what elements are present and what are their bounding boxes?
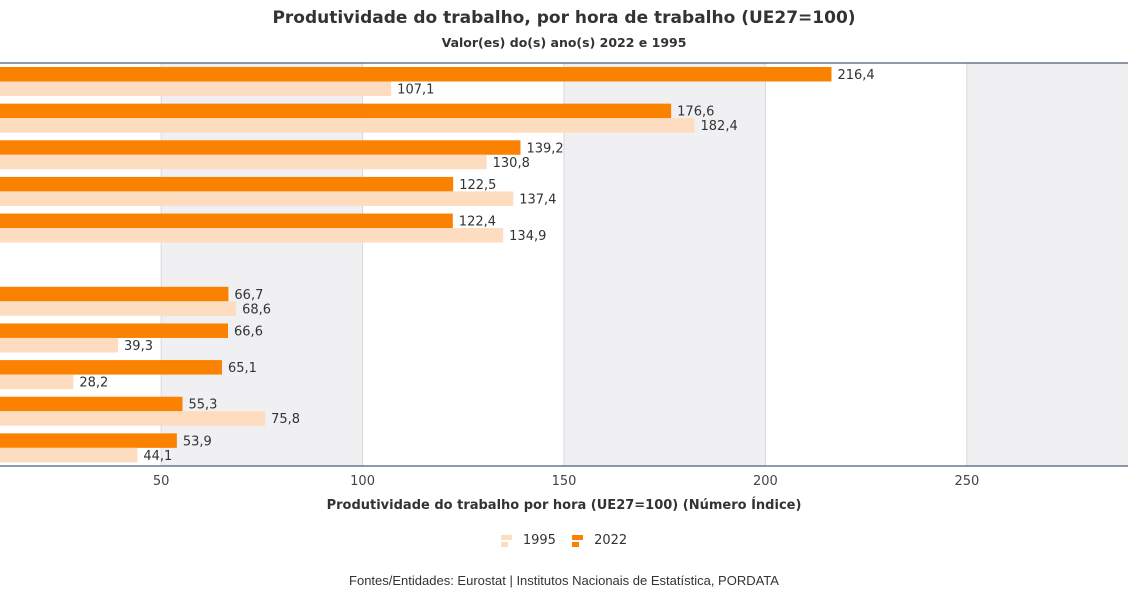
bar-1995 xyxy=(0,191,514,206)
legend-label-1995: 1995 xyxy=(522,533,556,548)
bar-1995 xyxy=(0,374,74,390)
bar-2022 xyxy=(0,323,229,338)
data-label-1995: 75,8 xyxy=(271,412,300,427)
bar-series-icon xyxy=(572,534,584,547)
data-label-1995: 44,1 xyxy=(143,449,172,464)
data-label-2022: 122,5 xyxy=(459,178,496,193)
bar-1995 xyxy=(0,337,119,353)
bar-1995 xyxy=(0,447,138,463)
data-label-2022: 216,4 xyxy=(837,68,874,83)
bar-1995 xyxy=(0,154,487,170)
legend-item-1995[interactable]: 1995 xyxy=(500,533,556,548)
bar-2022 xyxy=(0,433,177,448)
bar-2022 xyxy=(0,286,229,302)
data-label-2022: 53,9 xyxy=(183,434,212,449)
bar-2022 xyxy=(0,67,832,82)
data-label-1995: 134,9 xyxy=(509,229,546,244)
data-label-2022: 55,3 xyxy=(188,398,217,413)
chart-subtitle: Valor(es) do(s) ano(s) 2022 e 1995 xyxy=(441,35,687,50)
source-credit: Fontes/Entidades: Eurostat | Institutos … xyxy=(349,573,779,588)
bar-2022 xyxy=(0,140,521,155)
data-label-1995: 130,8 xyxy=(493,156,530,171)
bar-2022 xyxy=(0,176,454,192)
data-label-1995: 182,4 xyxy=(701,119,738,134)
x-axis-title: Produtividade do trabalho por hora (UE27… xyxy=(327,497,802,513)
bar-2022 xyxy=(0,396,183,412)
x-tick-label: 50 xyxy=(153,474,170,489)
x-tick-label: 100 xyxy=(350,474,375,489)
legend-label-2022: 2022 xyxy=(594,533,628,548)
bar-1995 xyxy=(0,81,392,96)
data-label-2022: 176,6 xyxy=(677,105,714,120)
x-tick-label: 250 xyxy=(954,474,979,489)
chart-title: Produtividade do trabalho, por hora de t… xyxy=(272,8,856,28)
data-label-2022: 122,4 xyxy=(459,215,496,230)
data-label-2022: 66,6 xyxy=(234,324,263,339)
plot-band xyxy=(966,63,1128,466)
data-label-2022: 65,1 xyxy=(228,361,257,376)
legend: 1995 2022 xyxy=(0,533,1128,552)
data-label-1995: 28,2 xyxy=(79,376,108,391)
data-label-2022: 139,2 xyxy=(526,141,563,156)
bar-2022 xyxy=(0,213,453,229)
data-label-1995: 137,4 xyxy=(519,192,556,207)
x-tick-label: 150 xyxy=(552,474,577,489)
x-tick-label: 200 xyxy=(753,474,778,489)
bar-1995 xyxy=(0,301,237,316)
bar-1995 xyxy=(0,228,504,243)
data-label-2022: 66,7 xyxy=(234,288,263,303)
bar-2022 xyxy=(0,103,672,119)
bar-series-icon xyxy=(500,534,512,547)
legend-item-2022[interactable]: 2022 xyxy=(572,533,627,548)
bar-1995 xyxy=(0,411,266,426)
bar-1995 xyxy=(0,118,695,133)
bar-2022 xyxy=(0,360,222,375)
data-label-1995: 107,1 xyxy=(397,83,434,98)
data-label-1995: 39,3 xyxy=(124,339,153,354)
data-label-1995: 68,6 xyxy=(242,302,271,317)
